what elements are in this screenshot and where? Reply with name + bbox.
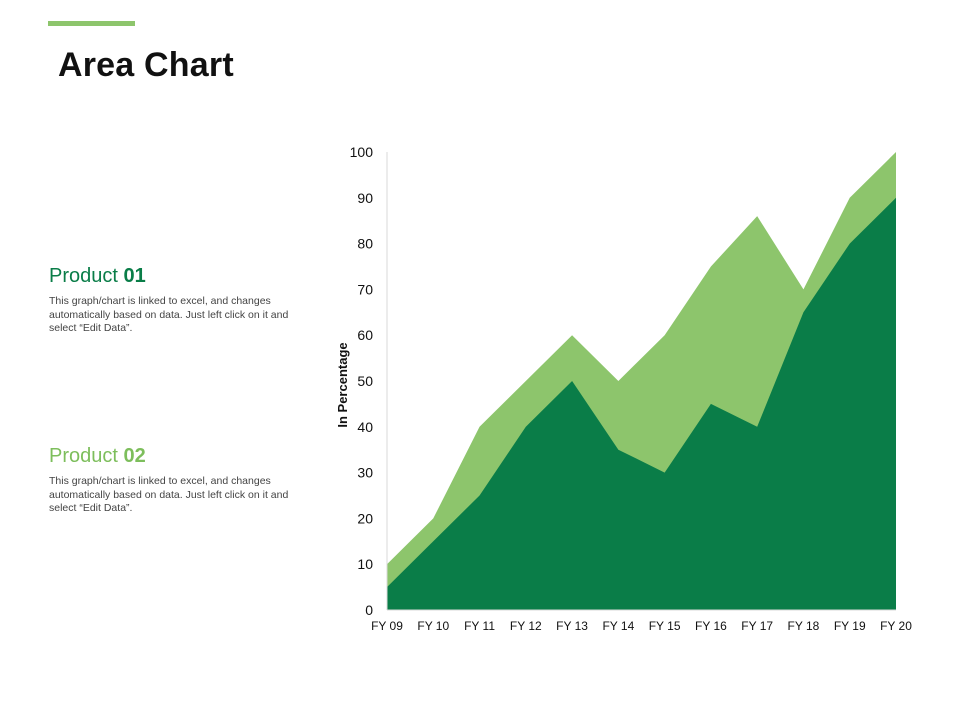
y-tick-label: 100 bbox=[350, 144, 374, 160]
y-tick-label: 50 bbox=[357, 373, 373, 389]
product-02-block: Product 02 This graph/chart is linked to… bbox=[49, 445, 289, 516]
y-axis-ticks: 0 10 20 30 40 50 60 70 80 90 100 bbox=[350, 144, 374, 618]
x-tick-label: FY 18 bbox=[788, 619, 820, 633]
chart-axes bbox=[386, 152, 896, 611]
y-tick-label: 40 bbox=[357, 419, 373, 435]
chart-areas bbox=[387, 152, 896, 611]
y-tick-label: 70 bbox=[357, 281, 373, 297]
page-title: Area Chart bbox=[58, 46, 234, 84]
y-tick-label: 90 bbox=[357, 190, 373, 206]
y-tick-label: 80 bbox=[357, 236, 373, 252]
product-01-number: 01 bbox=[123, 265, 146, 287]
product-01-heading: Product 01 bbox=[49, 265, 289, 288]
x-tick-label: FY 10 bbox=[417, 619, 449, 633]
product-01-name: Product bbox=[49, 265, 118, 287]
x-axis-ticks: FY 09 FY 10 FY 11 FY 12 FY 13 FY 14 FY 15 FY 16… bbox=[371, 619, 912, 633]
x-tick-label: FY 13 bbox=[556, 619, 588, 633]
y-tick-label: 10 bbox=[357, 556, 373, 572]
product-02-name: Product bbox=[49, 445, 118, 467]
x-tick-label: FY 16 bbox=[695, 619, 727, 633]
x-tick-label: FY 14 bbox=[602, 619, 634, 633]
y-tick-label: 20 bbox=[357, 510, 373, 526]
product-02-heading: Product 02 bbox=[49, 445, 289, 468]
y-tick-label: 60 bbox=[357, 327, 373, 343]
title-accent-bar bbox=[48, 21, 135, 26]
x-tick-label: FY 11 bbox=[464, 619, 495, 633]
product-01-description: This graph/chart is linked to excel, and… bbox=[49, 295, 289, 334]
area-series-product-01 bbox=[387, 197, 896, 611]
x-tick-label: FY 09 bbox=[371, 619, 403, 633]
y-axis-title: In Percentage bbox=[335, 342, 350, 427]
product-02-description: This graph/chart is linked to excel, and… bbox=[49, 475, 289, 514]
product-01-block: Product 01 This graph/chart is linked to… bbox=[49, 265, 289, 336]
x-tick-label: FY 17 bbox=[741, 619, 773, 633]
x-tick-label: FY 19 bbox=[834, 619, 866, 633]
y-tick-label: 0 bbox=[365, 602, 373, 618]
x-tick-label: FY 12 bbox=[510, 619, 542, 633]
product-02-number: 02 bbox=[123, 445, 146, 467]
x-tick-label: FY 20 bbox=[880, 619, 912, 633]
x-tick-label: FY 15 bbox=[649, 619, 681, 633]
y-tick-label: 30 bbox=[357, 465, 373, 481]
